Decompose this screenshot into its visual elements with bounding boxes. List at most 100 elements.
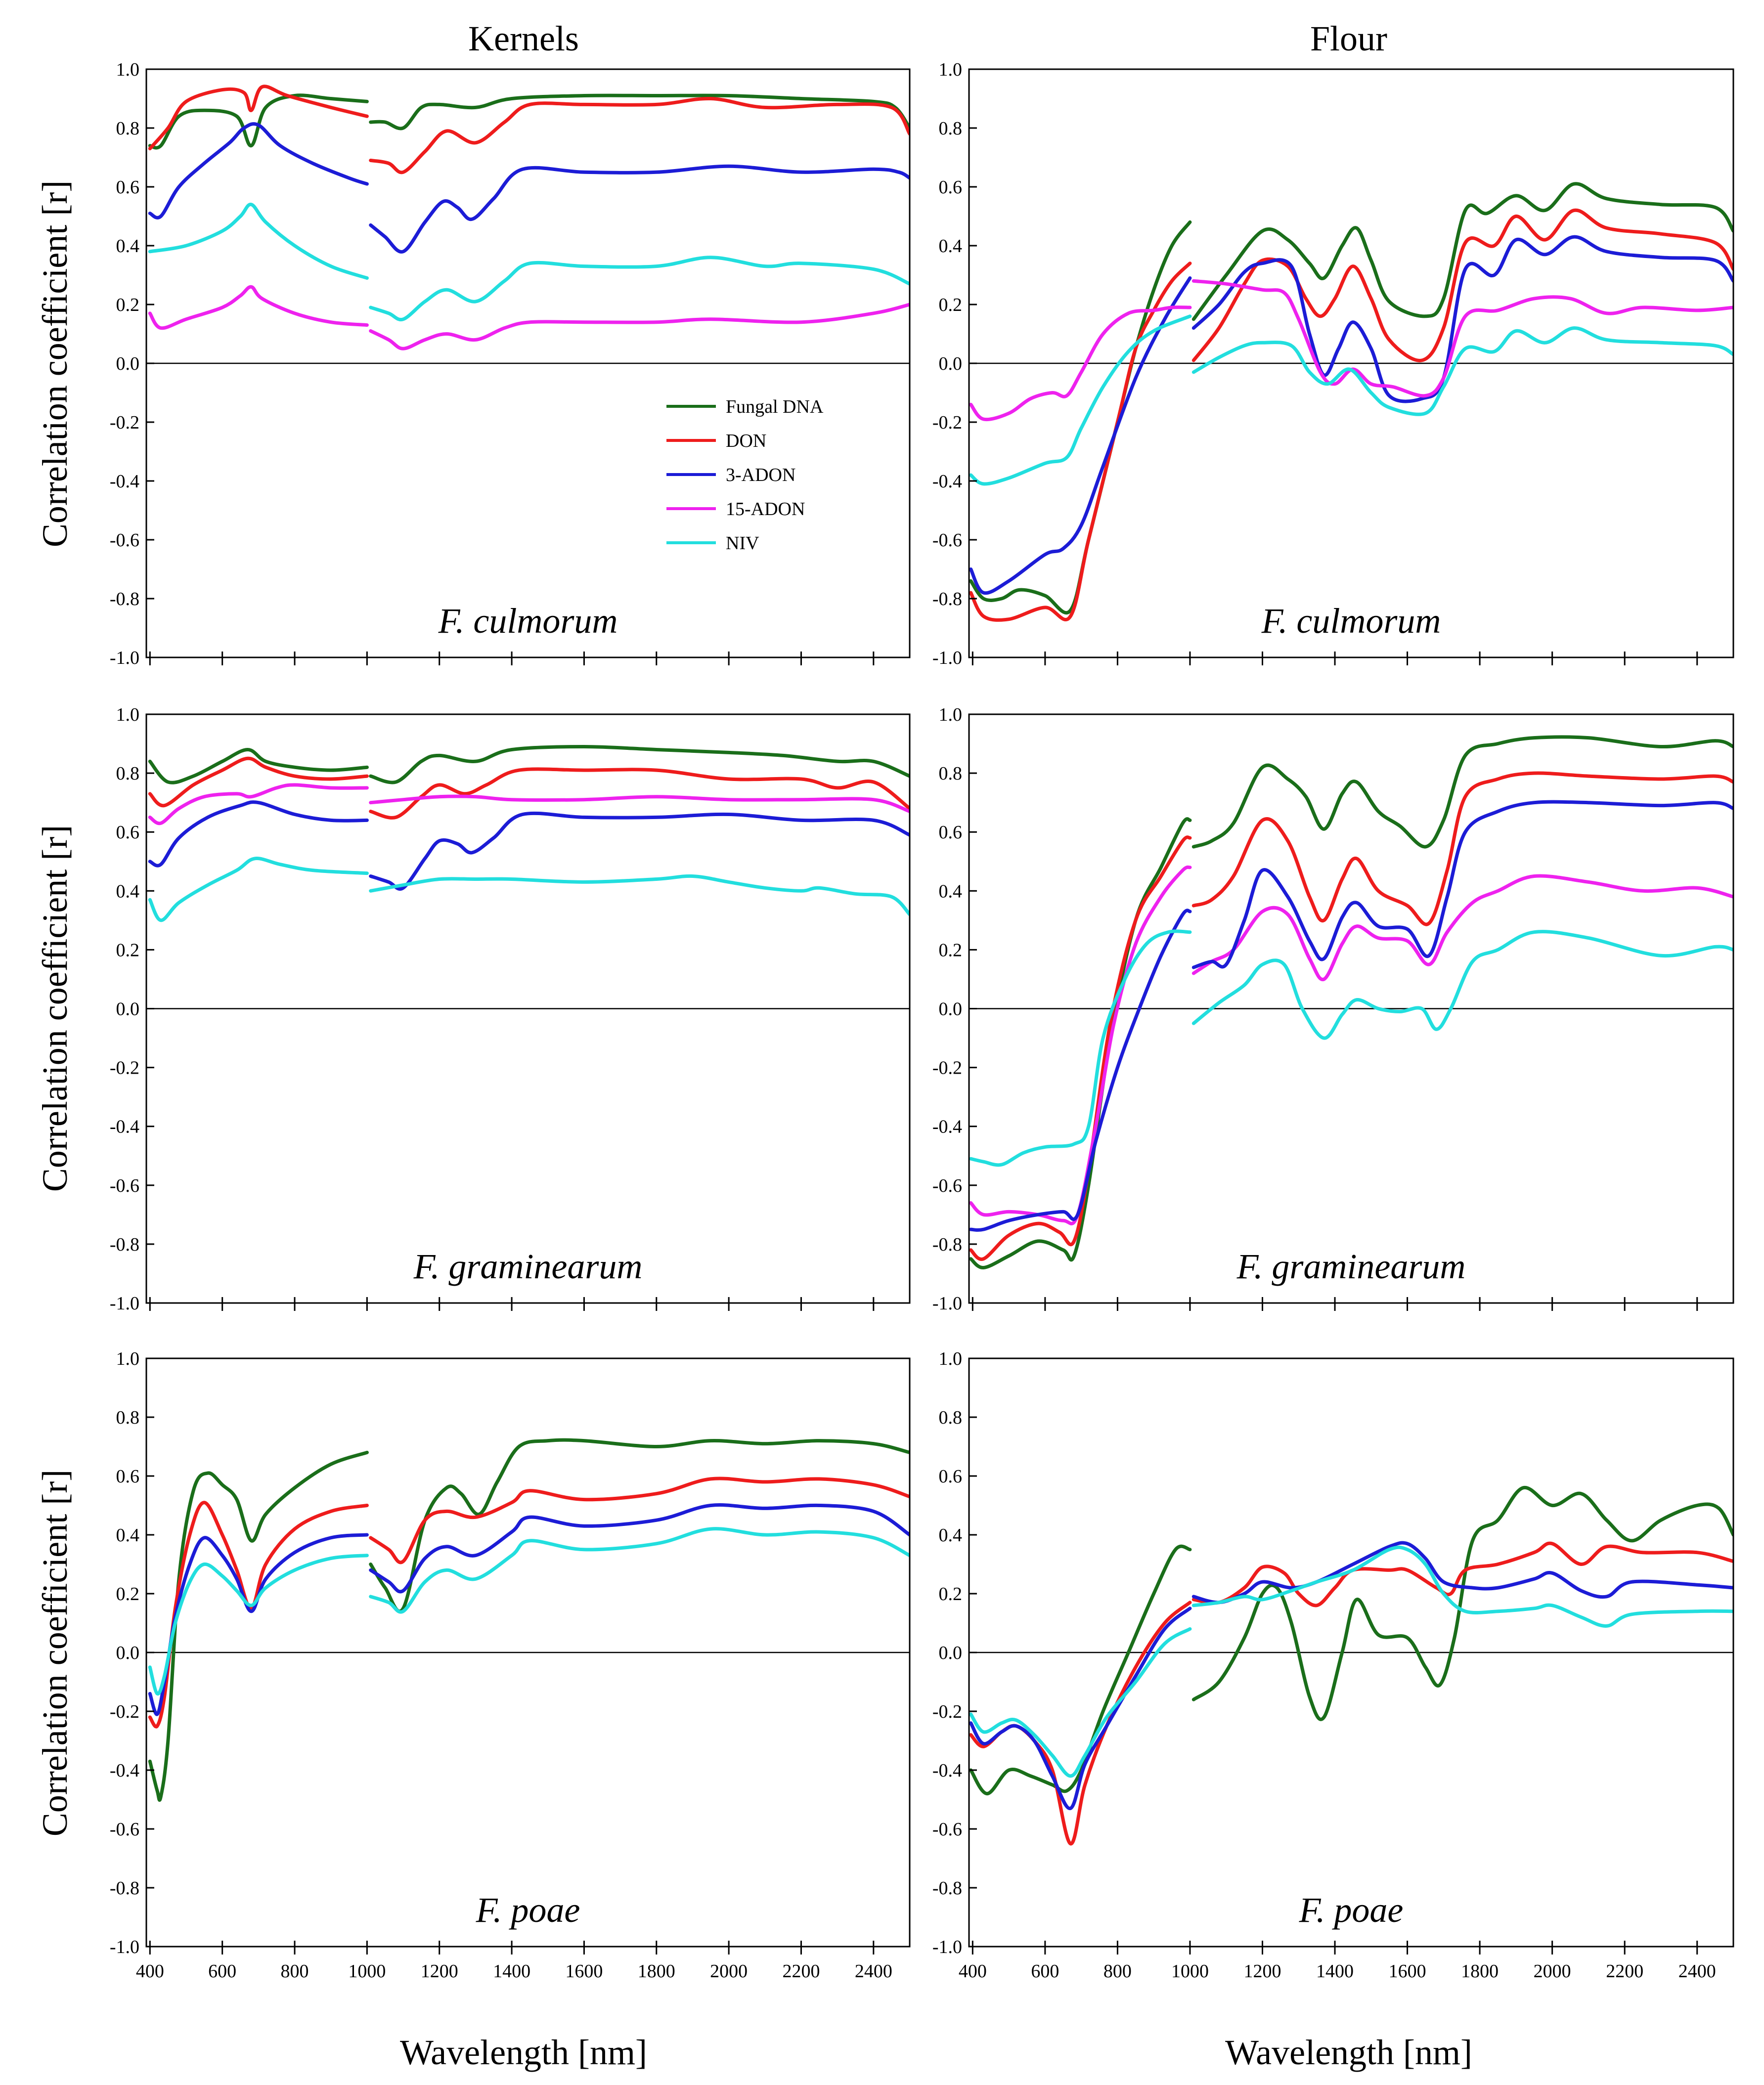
y-axis-label-row2: Correlation coefficient [r]	[35, 825, 75, 1192]
x-tick-label: 1000	[1171, 1961, 1209, 1982]
x-tick-label: 1800	[638, 1961, 675, 1982]
series-line-3-adon	[1191, 800, 1733, 969]
series-line-3-adon	[969, 276, 1192, 595]
y-tick-label: 0.4	[939, 881, 963, 902]
x-axis-label-flour: Wavelength [nm]	[1225, 2033, 1472, 2072]
y-tick-label: -0.8	[932, 1234, 962, 1255]
x-tick-label: 800	[281, 1961, 309, 1982]
x-tick-label: 1000	[348, 1961, 386, 1982]
series-line-niv	[1191, 1545, 1733, 1628]
y-axis-label-row1: Correlation coefficient [r]	[35, 180, 75, 547]
x-tick-label: 1800	[1461, 1961, 1499, 1982]
panel-5: 1.0 0.8 0.6 0.4 0.2 0.0 -0.2 -0.4 -0.6 -0.8 -1.0 40…	[110, 1348, 911, 1982]
x-tick-label: 400	[959, 1961, 987, 1982]
y-tick-label: -0.2	[110, 1701, 139, 1722]
x-tick-label: 1400	[1316, 1961, 1354, 1982]
series-line-don	[148, 1501, 369, 1729]
series-line-niv	[148, 1554, 369, 1696]
y-tick-label: -0.8	[932, 1878, 962, 1899]
y-tick-label: 0.2	[939, 1584, 963, 1605]
series-line-don	[1191, 771, 1733, 926]
y-tick-label: -0.2	[932, 412, 962, 433]
y-tick-label: 0.8	[116, 118, 140, 139]
y-tick-label: 1.0	[939, 59, 963, 80]
series-line-niv	[369, 874, 910, 916]
y-tick-label: 1.0	[939, 1348, 963, 1369]
x-tick-label: 1600	[1389, 1961, 1426, 1982]
legend-label: DON	[726, 431, 766, 451]
x-tick-label: 2400	[855, 1961, 892, 1982]
series-line-niv	[148, 203, 369, 280]
y-tick-label: 0.2	[939, 295, 963, 315]
series-line-fungal-dna	[969, 1544, 1192, 1796]
y-tick-label: -0.4	[110, 1760, 139, 1781]
series-line-fungal-dna	[1191, 1486, 1733, 1721]
y-tick-label: -1.0	[932, 1937, 962, 1957]
y-tick-label: -0.2	[110, 412, 139, 433]
species-label: F. graminearum	[413, 1247, 643, 1286]
y-tick-label: -0.2	[932, 1058, 962, 1079]
y-tick-label: 0.0	[116, 1643, 140, 1663]
series-line-3-adon	[148, 122, 369, 219]
series-line-don	[369, 767, 910, 820]
y-tick-label: 0.6	[116, 177, 140, 198]
y-tick-label: -0.6	[932, 530, 962, 551]
y-tick-label: -0.4	[110, 1117, 139, 1137]
x-tick-label: 1200	[421, 1961, 458, 1982]
species-label: F. poae	[476, 1890, 580, 1930]
panel-1: 1.0 0.8 0.6 0.4 0.2 0.0 -0.2 -0.4 -0.6 -0.8 -1.0 F.…	[110, 59, 911, 668]
series-line-3-adon	[1191, 235, 1733, 403]
series-line-niv	[1191, 326, 1733, 416]
y-tick-label: 0.8	[116, 1407, 140, 1428]
x-tick-label: 2000	[1534, 1961, 1571, 1982]
y-tick-label: -0.2	[110, 1058, 139, 1079]
y-tick-label: 0.2	[116, 295, 140, 315]
y-tick-label: 1.0	[116, 59, 140, 80]
series-line-fungal-dna	[1191, 182, 1733, 321]
x-tick-label: 2400	[1678, 1961, 1716, 1982]
series-line-15-adon	[369, 794, 910, 813]
series-line-niv	[369, 256, 910, 322]
y-tick-label: -1.0	[110, 648, 139, 668]
y-tick-label: -0.4	[932, 471, 962, 492]
y-tick-label: 0.4	[939, 236, 963, 257]
series-line-fungal-dna	[369, 93, 910, 130]
x-tick-label: 1600	[565, 1961, 603, 1982]
series-line-don	[969, 261, 1192, 622]
y-tick-label: -1.0	[932, 648, 962, 668]
series-line-fungal-dna	[369, 1438, 910, 1613]
series-line-niv	[969, 1627, 1192, 1778]
series-line-3-adon	[369, 1503, 910, 1594]
x-tick-label: 2000	[710, 1961, 748, 1982]
y-tick-label: 0.6	[116, 822, 140, 843]
y-tick-label: 0.2	[116, 940, 140, 960]
y-tick-label: 0.0	[116, 999, 140, 1020]
y-tick-label: -0.8	[110, 589, 139, 609]
series-line-15-adon	[148, 285, 369, 330]
x-tick-label: 1400	[493, 1961, 530, 1982]
y-tick-label: 0.2	[116, 1584, 140, 1605]
species-label: F. poae	[1299, 1890, 1404, 1930]
y-tick-label: -0.4	[932, 1760, 962, 1781]
y-tick-label: -0.8	[110, 1234, 139, 1255]
y-axis-label-row3: Correlation coefficient [r]	[35, 1470, 75, 1836]
y-tick-label: -0.6	[110, 1175, 139, 1196]
y-tick-label: 0.0	[116, 353, 140, 374]
series-line-don	[1191, 1541, 1733, 1607]
y-tick-label: 0.6	[939, 822, 963, 843]
series-line-don	[148, 85, 369, 151]
y-tick-label: 0.0	[939, 353, 963, 374]
y-tick-label: -0.4	[932, 1117, 962, 1137]
series-line-niv	[369, 1527, 910, 1614]
series-line-niv	[969, 314, 1192, 486]
series-line-3-adon	[969, 909, 1192, 1232]
y-tick-label: 0.4	[116, 881, 140, 902]
series-line-3-adon	[1191, 1541, 1733, 1605]
species-label: F. culmorum	[438, 601, 618, 641]
series-line-fungal-dna	[1191, 735, 1733, 849]
y-tick-label: -1.0	[110, 1293, 139, 1314]
series-line-fungal-dna	[148, 1450, 369, 1802]
series-line-fungal-dna	[969, 220, 1192, 615]
series-line-3-adon	[148, 800, 369, 868]
